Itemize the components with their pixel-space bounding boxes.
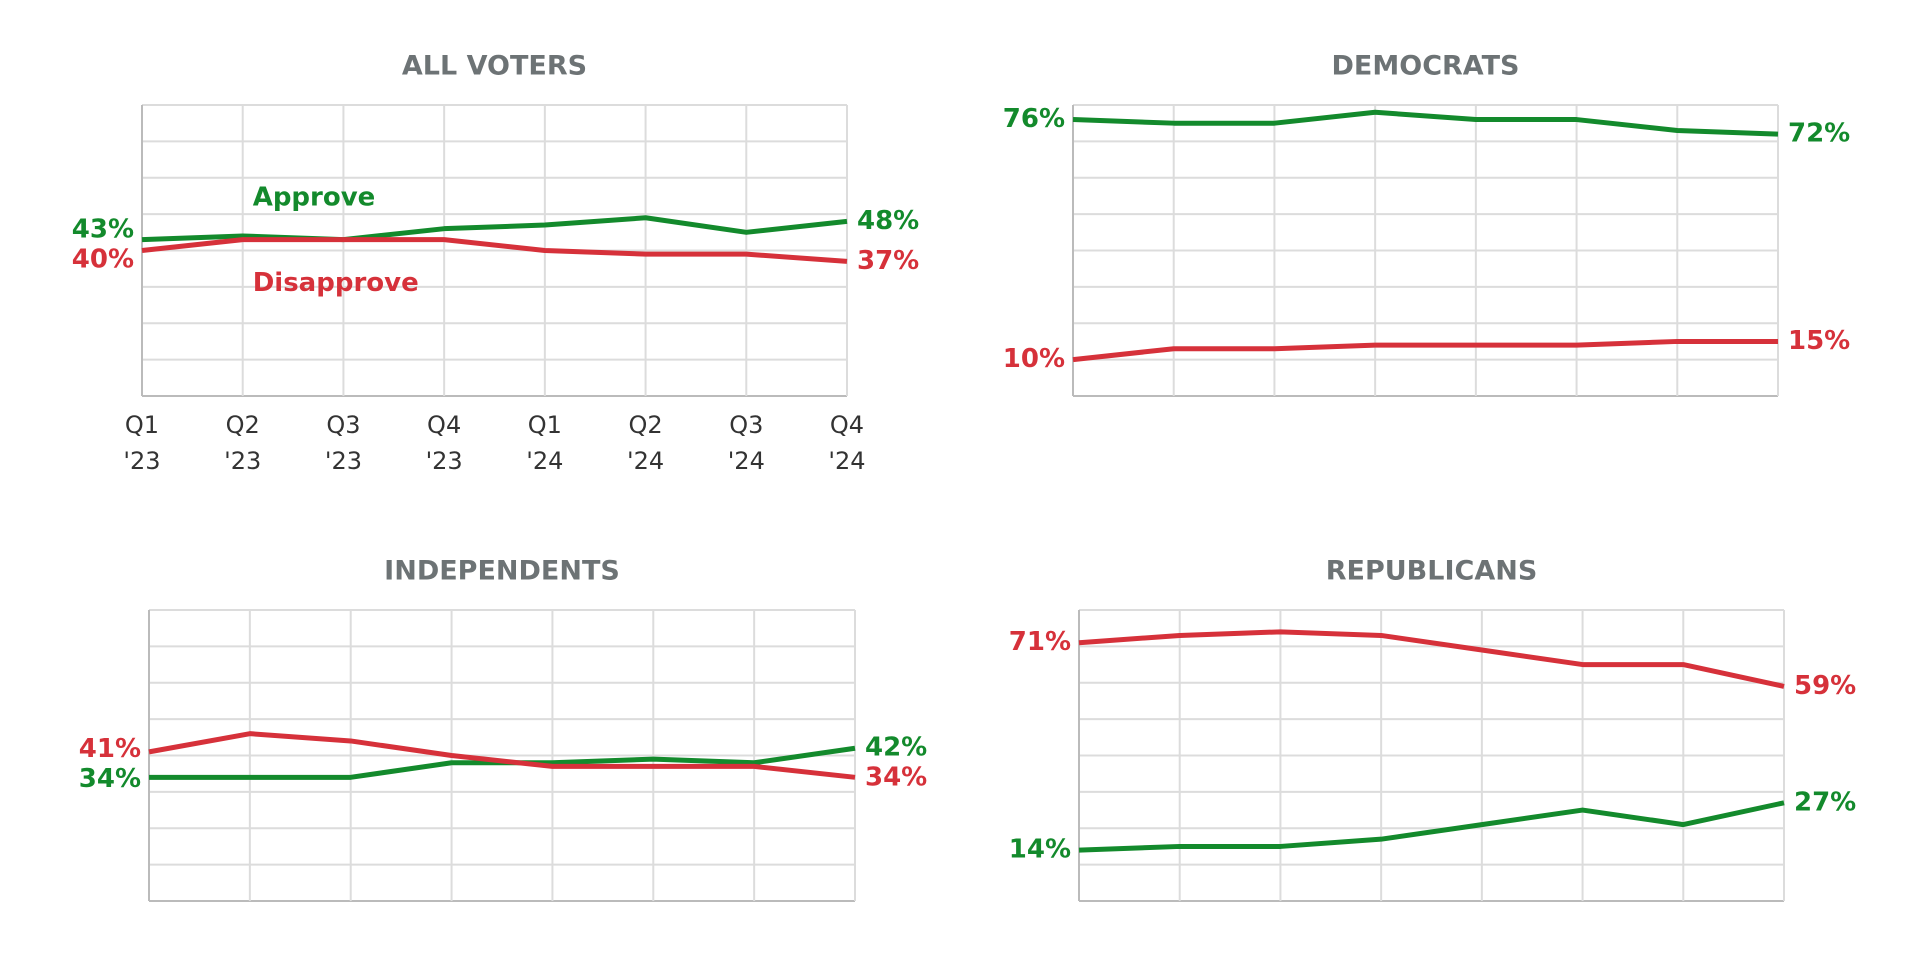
- value-label: 59%: [1794, 671, 1856, 701]
- chart-title: INDEPENDENTS: [384, 556, 620, 587]
- panel: REPUBLICANS 71% 14% 59% 27%: [1009, 556, 1856, 902]
- panel: ALL VOTERS Q1'23 Q2'23 Q3'23 Q4'23 Q1'24 Q2'24…: [72, 51, 919, 476]
- value-label: 34%: [79, 764, 141, 794]
- line-series: [1078, 629, 1785, 689]
- x-tick-label: Q2'23: [224, 411, 261, 475]
- value-label: 27%: [1794, 787, 1856, 817]
- value-label: 14%: [1009, 835, 1071, 865]
- series-label: Approve: [253, 182, 376, 212]
- value-label: 10%: [1003, 344, 1065, 374]
- value-label: 76%: [1003, 104, 1065, 134]
- x-tick-label: Q3'24: [728, 411, 765, 475]
- value-label: 72%: [1788, 119, 1850, 149]
- value-label: 71%: [1009, 627, 1071, 657]
- value-label: 41%: [79, 734, 141, 764]
- x-tick-label: Q3'23: [325, 411, 362, 475]
- x-tick-label: Q4'24: [828, 411, 865, 475]
- chart-title: REPUBLICANS: [1326, 556, 1538, 587]
- panel: DEMOCRATS 76% 10% 72% 15%: [1003, 51, 1850, 397]
- value-label: 15%: [1788, 326, 1850, 356]
- series-label: Disapprove: [253, 268, 419, 298]
- line-series: [141, 215, 848, 243]
- line-series: [1078, 800, 1785, 853]
- value-label: 40%: [72, 245, 134, 275]
- x-tick-label: Q1'23: [123, 411, 160, 475]
- value-label: 43%: [72, 215, 134, 245]
- x-tick-label: Q1'24: [526, 411, 563, 475]
- value-label: 34%: [865, 762, 927, 792]
- line-series: [1072, 109, 1779, 137]
- line-series: [148, 731, 856, 780]
- chart-title: DEMOCRATS: [1332, 51, 1520, 82]
- line-series: [141, 237, 848, 264]
- value-label: 37%: [857, 246, 919, 276]
- line-series: [1072, 338, 1778, 363]
- value-label: 42%: [865, 732, 927, 762]
- chart-title: ALL VOTERS: [402, 51, 587, 82]
- x-tick-label: Q2'24: [627, 411, 664, 475]
- x-tick-label: Q4'23: [426, 411, 463, 475]
- value-label: 48%: [857, 206, 919, 236]
